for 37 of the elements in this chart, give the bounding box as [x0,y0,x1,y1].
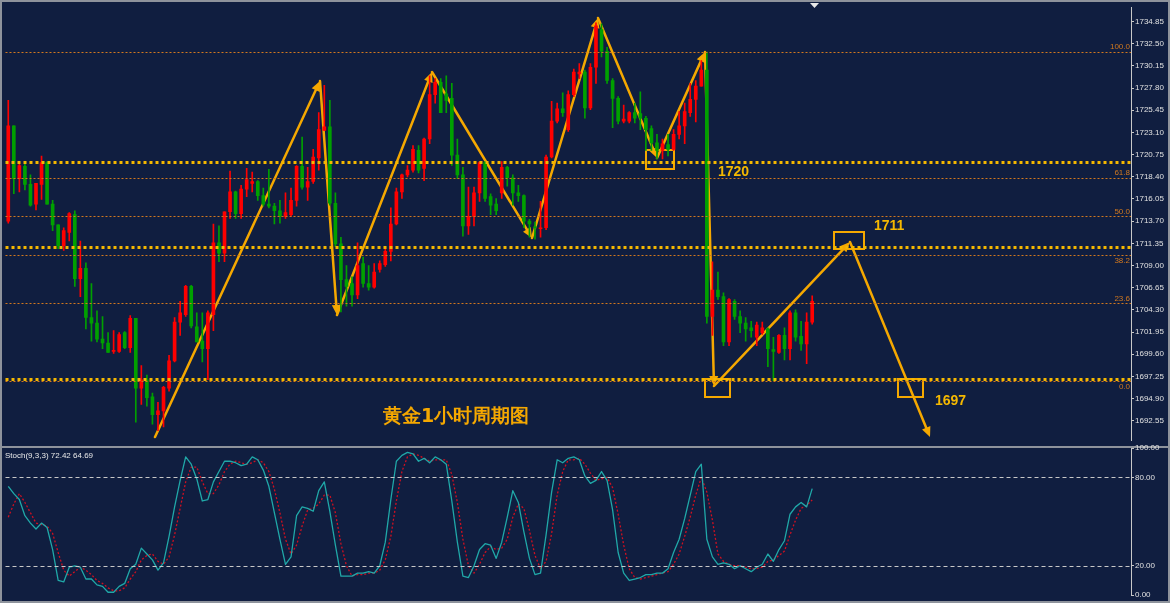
candlestick [533,221,537,240]
y-tick-label: 1694.90 [1135,393,1165,403]
annotation: 0.0 [1118,381,1131,391]
y-tick-label: 1709.00 [1135,260,1165,270]
y-tick-label: 1713.70 [1135,216,1165,226]
ref-line-label: 1711 [874,216,905,233]
y-tick-label: 1697.25 [1135,371,1165,381]
y-tick-label: 1723.10 [1135,127,1165,137]
y-tick-label: 1699.60 [1135,349,1165,359]
y-tick-label: 1720.75 [1135,149,1165,159]
annotation: 61.8 [1114,167,1131,177]
y-tick-label: 1718.40 [1135,172,1165,181]
annotation: 38.2 [1114,256,1131,266]
y-tick-label: 1704.30 [1135,305,1165,315]
y-tick-label: 1711.35 [1135,238,1164,248]
annotation: 23.6 [1114,293,1131,303]
ref-line-label: 1720 [718,162,750,179]
y-tick-label: 1732.50 [1135,38,1165,48]
annotation: 100.0 [1109,42,1131,52]
y-tick-label: 1692.55 [1135,416,1165,426]
y-tick-label: 1734.85 [1135,16,1165,26]
y-tick-label: 1701.95 [1135,327,1165,337]
candlestick [749,320,754,338]
y-tick-label: 1716.05 [1135,194,1165,204]
y-tick-label: 80.00 [1135,472,1156,482]
text: Stoch(9,3,3) 72.42 64.69 [5,451,94,460]
y-tick-label: 1706.65 [1135,282,1165,292]
candlestick [560,92,565,117]
y-tick-label: 20.00 [1135,560,1156,570]
y-tick-label: 1727.80 [1135,83,1165,93]
candlestick [156,402,160,432]
annotation: 50.0 [1114,206,1131,216]
y-tick-label: 1725.45 [1135,105,1165,115]
y-tick-label: 0.00 [1135,590,1152,600]
text: 黄金1小时周期图 [383,403,530,428]
y-tick-label: 1730.15 [1135,61,1165,71]
ref-line-label: 1697 [935,391,967,408]
